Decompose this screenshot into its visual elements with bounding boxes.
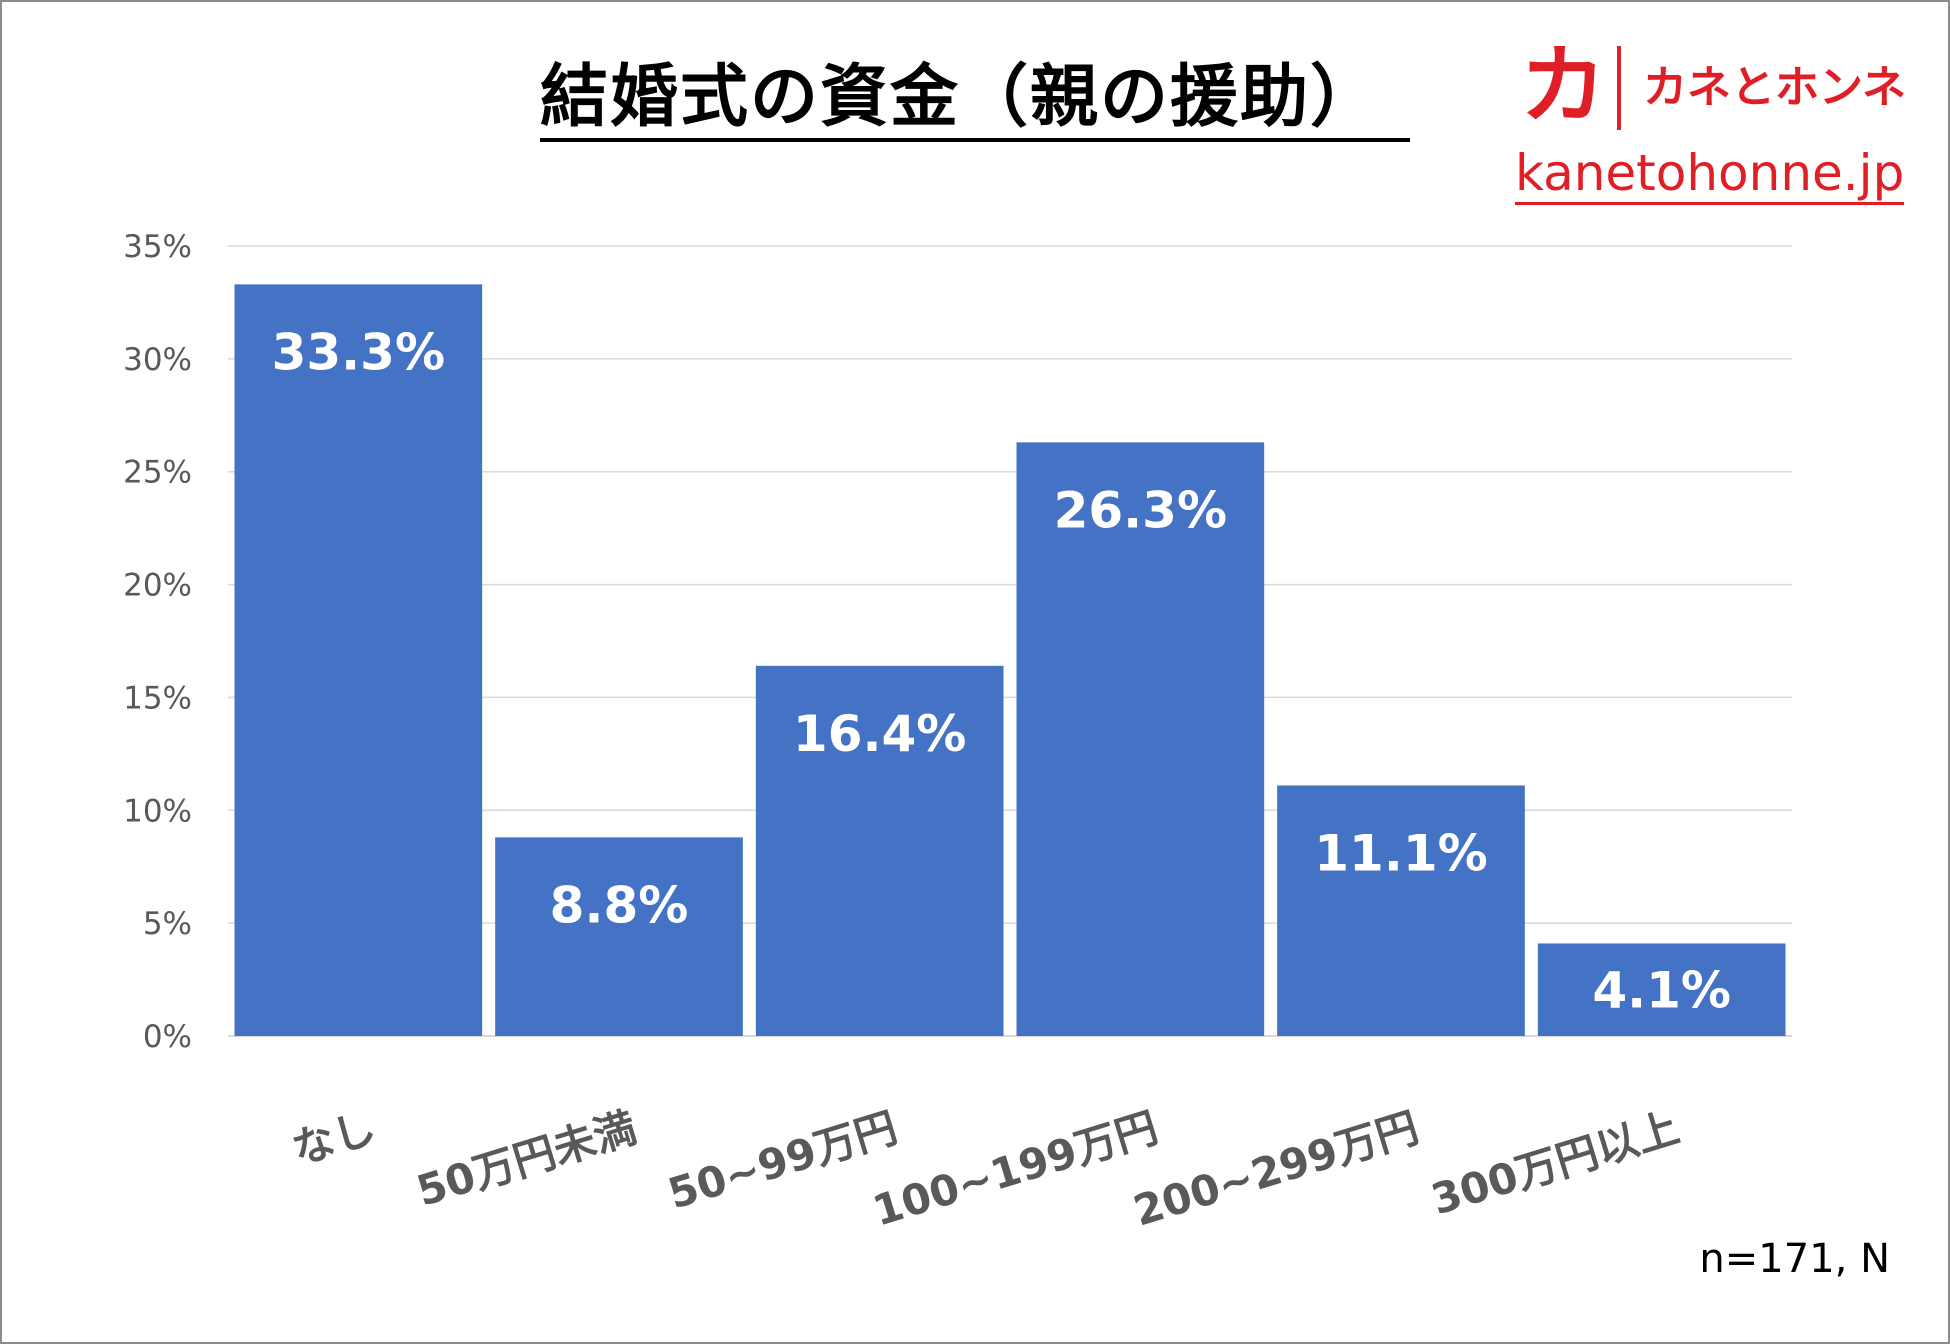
logo-mark: カ [1520, 36, 1606, 136]
y-tick-label: 0% [143, 1019, 192, 1055]
data-label: 4.1% [1592, 962, 1731, 1020]
category-label: 200~299万円 [1128, 1103, 1424, 1236]
y-tick-label: 10% [123, 793, 192, 829]
chart-title: 結婚式の資金（親の援助） [540, 58, 1410, 142]
bar [755, 665, 1004, 1036]
data-label: 8.8% [550, 876, 689, 934]
bar [495, 837, 743, 1036]
y-tick-label: 30% [123, 342, 192, 378]
bar [234, 284, 483, 1036]
y-tick-label: 5% [143, 906, 192, 942]
category-label: 100~199万円 [867, 1103, 1163, 1236]
grid-lines [228, 245, 1792, 1037]
logo-separator [1617, 46, 1621, 130]
value-labels: 33.3% 8.8% 16.4% 26.3% 11.1% 4.1% [272, 323, 1731, 1019]
data-label: 33.3% [272, 323, 445, 381]
bar [1016, 442, 1265, 1036]
logo-name: カネとホンネ [1643, 62, 1907, 113]
y-axis-tick-labels: 0% 5% 10% 15% 20% 25% 30% 35% [123, 229, 192, 1055]
data-label: 11.1% [1314, 824, 1487, 882]
y-tick-label: 20% [123, 568, 192, 604]
logo-url-link[interactable]: kanetohonne.jp [1515, 144, 1905, 205]
y-tick-label: 15% [123, 680, 192, 716]
bars [234, 284, 1786, 1036]
y-tick-label: 35% [123, 229, 192, 265]
bar [1277, 785, 1525, 1036]
sample-size-note: n=171, N [1699, 1236, 1890, 1282]
y-tick-label: 25% [123, 455, 192, 491]
data-label: 16.4% [793, 705, 966, 763]
category-label: なし [287, 1103, 382, 1174]
category-label: 50万円未満 [411, 1103, 642, 1216]
data-label: 26.3% [1054, 481, 1227, 539]
category-label: 300万円以上 [1426, 1103, 1685, 1225]
site-logo[interactable]: カ カネとホンネ kanetohonne.jp [1515, 40, 1915, 210]
category-label: 50~99万円 [662, 1103, 902, 1219]
bar [1537, 943, 1786, 1036]
